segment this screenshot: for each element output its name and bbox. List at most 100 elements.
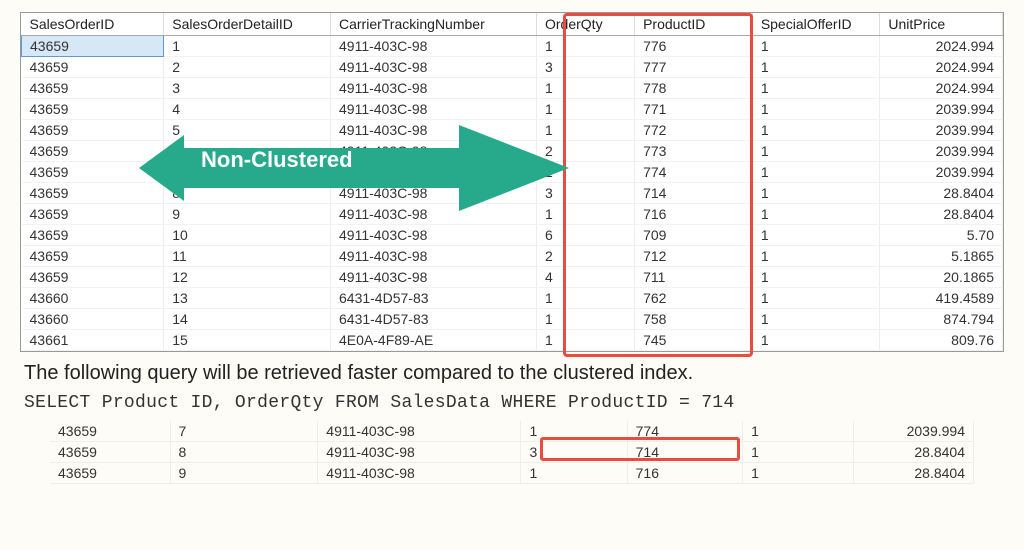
cell: 774 bbox=[635, 162, 753, 183]
cell: 419.4589 bbox=[880, 288, 1003, 309]
cell: 43659 bbox=[22, 246, 164, 267]
table-row: 4365924911-403C-98377712024.994 bbox=[22, 57, 1003, 78]
cell: 4911-403C-98 bbox=[331, 36, 537, 57]
cell: 8 bbox=[164, 183, 331, 204]
cell: 771 bbox=[635, 99, 753, 120]
cell: 5 bbox=[164, 120, 331, 141]
column-header: OrderQty bbox=[537, 13, 635, 36]
cell: 5.1865 bbox=[880, 246, 1003, 267]
cell: 714 bbox=[635, 183, 753, 204]
cell: 711 bbox=[635, 267, 753, 288]
cell: 12 bbox=[164, 267, 331, 288]
table-row: 4365974911-403C-98177412039.994 bbox=[50, 421, 974, 442]
cell: 14 bbox=[164, 309, 331, 330]
table-row: 43659104911-403C-98670915.70 bbox=[22, 225, 1003, 246]
cell: 2039.994 bbox=[853, 421, 973, 442]
cell: 4E0A-4F89-AE bbox=[331, 330, 537, 351]
cell: 6 bbox=[537, 225, 635, 246]
cell: 758 bbox=[635, 309, 753, 330]
cell: 43659 bbox=[22, 162, 164, 183]
cell: 4911-403C-98 bbox=[318, 421, 521, 442]
cell: 1 bbox=[537, 120, 635, 141]
cell: 4911-403C-98 bbox=[331, 162, 537, 183]
table-row: 43660146431-4D57-8317581874.794 bbox=[22, 309, 1003, 330]
cell: 13 bbox=[164, 288, 331, 309]
column-header: SpecialOfferID bbox=[752, 13, 880, 36]
sql-query: SELECT Product ID, OrderQty FROM SalesDa… bbox=[24, 393, 1000, 413]
cell: 2039.994 bbox=[880, 120, 1003, 141]
cell: 2039.994 bbox=[880, 162, 1003, 183]
table-header-row: SalesOrderIDSalesOrderDetailIDCarrierTra… bbox=[22, 13, 1003, 36]
cell: 1 bbox=[752, 141, 880, 162]
cell: 745 bbox=[635, 330, 753, 351]
cell: 4911-403C-98 bbox=[331, 78, 537, 99]
cell: 2024.994 bbox=[880, 57, 1003, 78]
cell: 43660 bbox=[22, 288, 164, 309]
table-row: 43660136431-4D57-8317621419.4589 bbox=[22, 288, 1003, 309]
cell: 4911-403C-98 bbox=[331, 246, 537, 267]
cell: 714 bbox=[627, 442, 742, 463]
cell: 776 bbox=[635, 36, 753, 57]
cell: 1 bbox=[752, 99, 880, 120]
cell: 2039.994 bbox=[880, 99, 1003, 120]
cell: 43659 bbox=[22, 36, 164, 57]
main-table-wrap: SalesOrderIDSalesOrderDetailIDCarrierTra… bbox=[20, 12, 1004, 352]
cell: 3 bbox=[164, 78, 331, 99]
table-row: 4365914911-403C-98177612024.994 bbox=[22, 36, 1003, 57]
cell: 4911-403C-98 bbox=[331, 141, 537, 162]
cell: 773 bbox=[635, 141, 753, 162]
table-row: 4365974911-403C-98177412039.994 bbox=[22, 162, 1003, 183]
cell: 1 bbox=[752, 330, 880, 351]
cell: 1 bbox=[752, 57, 880, 78]
cell: 11 bbox=[164, 246, 331, 267]
table-row: 4365984911-403C-983714128.8404 bbox=[50, 442, 974, 463]
cell: 1 bbox=[752, 225, 880, 246]
table-row: 4365934911-403C-98177812024.994 bbox=[22, 78, 1003, 99]
cell: 1 bbox=[743, 463, 854, 484]
cell: 874.794 bbox=[880, 309, 1003, 330]
cell: 28.8404 bbox=[880, 204, 1003, 225]
cell: 712 bbox=[635, 246, 753, 267]
cell: 4911-403C-98 bbox=[331, 267, 537, 288]
cell: 1 bbox=[537, 162, 635, 183]
cell: 709 bbox=[635, 225, 753, 246]
result-table-wrap: 4365974911-403C-98177412039.994436598491… bbox=[50, 421, 974, 484]
cell: 1 bbox=[752, 36, 880, 57]
table-row: 43661154E0A-4F89-AE17451809.76 bbox=[22, 330, 1003, 351]
cell: 1 bbox=[521, 463, 627, 484]
cell: 1 bbox=[164, 36, 331, 57]
cell: 1 bbox=[537, 78, 635, 99]
cell: 1 bbox=[752, 288, 880, 309]
cell: 3 bbox=[537, 57, 635, 78]
cell: 43659 bbox=[22, 183, 164, 204]
column-header: CarrierTrackingNumber bbox=[331, 13, 537, 36]
cell: 6 bbox=[164, 141, 331, 162]
cell: 43659 bbox=[22, 57, 164, 78]
cell: 1 bbox=[537, 309, 635, 330]
cell: 716 bbox=[627, 463, 742, 484]
main-table: SalesOrderIDSalesOrderDetailIDCarrierTra… bbox=[21, 13, 1003, 351]
cell: 43660 bbox=[22, 309, 164, 330]
cell: 5.70 bbox=[880, 225, 1003, 246]
cell: 43659 bbox=[50, 421, 170, 442]
cell: 43659 bbox=[22, 225, 164, 246]
cell: 7 bbox=[164, 162, 331, 183]
result-table: 4365974911-403C-98177412039.994436598491… bbox=[50, 421, 974, 484]
cell: 43659 bbox=[22, 204, 164, 225]
cell: 9 bbox=[170, 463, 318, 484]
cell: 43659 bbox=[50, 442, 170, 463]
cell: 10 bbox=[164, 225, 331, 246]
cell: 809.76 bbox=[880, 330, 1003, 351]
table-row: 43659124911-403C-984711120.1865 bbox=[22, 267, 1003, 288]
cell: 4911-403C-98 bbox=[331, 204, 537, 225]
table-row: 4365954911-403C-98177212039.994 bbox=[22, 120, 1003, 141]
cell: 4911-403C-98 bbox=[318, 463, 521, 484]
cell: 1 bbox=[752, 78, 880, 99]
table-row: 4365994911-403C-981716128.8404 bbox=[50, 463, 974, 484]
cell: 28.8404 bbox=[853, 463, 973, 484]
cell: 20.1865 bbox=[880, 267, 1003, 288]
cell: 1 bbox=[537, 204, 635, 225]
cell: 8 bbox=[170, 442, 318, 463]
cell: 1 bbox=[752, 162, 880, 183]
table-row: 4365994911-403C-981716128.8404 bbox=[22, 204, 1003, 225]
